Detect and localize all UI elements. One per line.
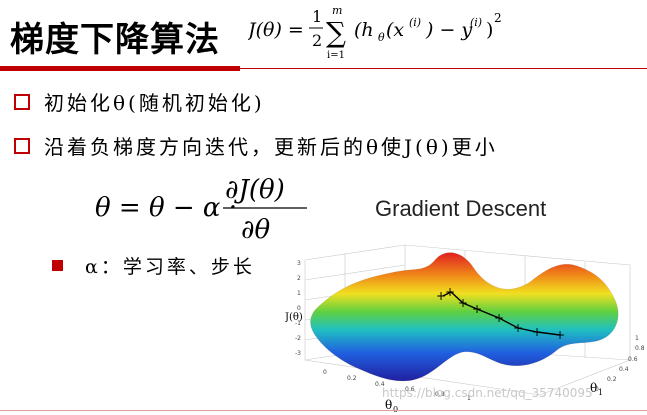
bottom-rule	[0, 410, 647, 411]
x-tick-label: 0.8	[435, 391, 445, 398]
hypothesis-sub: θ	[378, 31, 385, 44]
z-tick-label: 0	[297, 305, 301, 312]
title-rule	[240, 68, 647, 69]
square-exponent: 2	[494, 11, 502, 25]
cost-function-formula: J(θ) = 1 2 m ∑ i=1 (h θ (x (i) ) − y (i)…	[248, 4, 502, 61]
y-tick-label: 0.4	[619, 366, 629, 373]
z-tick-label: 3	[297, 260, 301, 267]
bullet-text: 初始化θ(随机初始化)	[44, 91, 265, 115]
update-lhs: θ = θ − α ·	[95, 193, 237, 223]
x-superscript: (i)	[409, 16, 421, 29]
z-tick-label: -1	[295, 320, 301, 327]
title-bar: 梯度下降算法 J(θ) = 1 2 m ∑ i=1 (h θ (x (i) ) …	[0, 0, 647, 71]
svg-text:+: +	[472, 302, 482, 316]
svg-text:+: +	[555, 328, 565, 342]
y-tick-label: 0.2	[607, 376, 617, 383]
z-tick-label: 2	[297, 275, 301, 282]
y-tick-label: 0.8	[635, 345, 645, 352]
x-tick-label: 1	[467, 395, 471, 402]
y-tick-label: 1	[635, 335, 639, 342]
sub-bullet-text: α：学习率、步长	[85, 256, 255, 278]
hollow-square-bullet-icon	[14, 137, 30, 154]
sub-bullet-learning-rate: α：学习率、步长	[52, 252, 255, 279]
hollow-square-bullet-icon	[14, 93, 30, 110]
x-axis-label-sub: 0	[393, 405, 398, 414]
z-tick-label: -3	[295, 350, 301, 357]
filled-square-bullet-icon	[52, 260, 63, 271]
svg-text:+: +	[436, 289, 446, 303]
y-superscript: (i)	[470, 16, 482, 29]
svg-text:+: +	[494, 311, 504, 325]
y-axis-label: θ	[590, 381, 597, 395]
gradient-descent-path: + + + + + + + +	[436, 285, 565, 342]
title-underline	[0, 66, 240, 71]
svg-text:+: +	[458, 296, 468, 310]
bullet-text: 沿着负梯度方向迭代，更新后的θ使J(θ)更小	[44, 135, 498, 159]
update-rule-formula: θ = θ − α · ∂J(θ) ∂θ	[95, 175, 307, 245]
y-axis-label-sub: 1	[598, 388, 603, 397]
watermark-text: https://blog.csdn.net/qq_35740095	[382, 386, 593, 400]
hypothesis-h: (h	[354, 19, 374, 41]
x-tick-label: 0	[323, 369, 327, 376]
svg-text:+: +	[532, 325, 542, 339]
close-paren: )	[486, 19, 493, 41]
z-tick-label: 1	[297, 290, 301, 297]
y-tick-label: 0	[595, 386, 599, 393]
x-tick-label: 0.4	[375, 381, 385, 388]
sum-lower-limit: i=1	[327, 50, 345, 61]
figure-title: Gradient Descent	[375, 196, 547, 221]
sigma-symbol: ∑	[326, 16, 346, 49]
slide-title: 梯度下降算法	[10, 20, 220, 60]
cost-surface	[310, 252, 619, 382]
y-term: ) − y	[425, 19, 472, 41]
partial-denominator: ∂θ	[241, 215, 270, 245]
x-tick-label: 0.2	[347, 375, 357, 382]
z-axis-label: J(θ)	[285, 312, 303, 323]
cost-lhs: J(θ) =	[248, 19, 304, 41]
x-axis-label: θ	[385, 398, 392, 412]
svg-text:+: +	[513, 321, 523, 335]
frac-denominator: 2	[312, 31, 322, 50]
sum-upper-limit: m	[332, 4, 342, 17]
x-term: (x	[386, 19, 404, 41]
z-tick-label: -2	[295, 335, 301, 342]
gradient-descent-surface-plot: + + + + + + + + 3 2 1 0 -1 -2 -3 0 0.2 0…	[285, 244, 645, 414]
x-tick-label: 0.6	[405, 386, 415, 393]
svg-text:+: +	[445, 285, 455, 299]
bullet-initialize: 初始化θ(随机初始化)	[14, 87, 265, 116]
partial-numerator: ∂J(θ)	[225, 175, 285, 205]
bullet-iterate: 沿着负梯度方向迭代，更新后的θ使J(θ)更小	[14, 131, 498, 160]
frac-numerator: 1	[312, 7, 322, 26]
y-tick-label: 0.6	[628, 356, 638, 363]
